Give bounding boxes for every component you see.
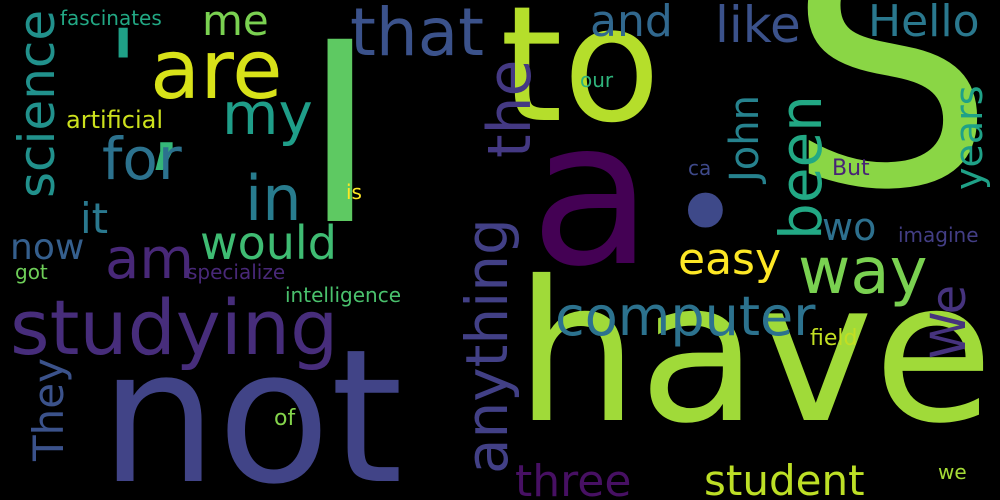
word-hello: Hello (868, 0, 980, 47)
word-got: got (15, 260, 48, 284)
word-way: way (798, 235, 928, 309)
word-for: for (102, 125, 182, 193)
word-three: three (515, 456, 632, 500)
word-studying: studying (10, 283, 339, 372)
word-and: and (590, 0, 673, 47)
word-my: my (222, 80, 313, 148)
word-but: But (832, 156, 870, 181)
word-artificial: artificial (66, 106, 164, 134)
word-is: is (346, 180, 362, 204)
word-it: it (80, 194, 109, 243)
word-specialize: specialize (187, 260, 286, 284)
word-are: are (150, 23, 283, 118)
word-the: the (475, 59, 545, 158)
word-our: our (580, 68, 614, 92)
word-am: am (105, 227, 194, 292)
word-we: we (938, 460, 967, 484)
word-have: have (515, 239, 994, 466)
word-dot: • (670, 145, 741, 284)
word-a: a (530, 78, 653, 311)
word-in: in (245, 162, 302, 235)
word-like: like (715, 0, 801, 54)
word-s: S (786, 0, 996, 262)
word-john: John (722, 95, 768, 182)
word-intelligence: intelligence (285, 283, 402, 307)
word-easy: easy (678, 234, 781, 285)
word-wo: wo (822, 205, 877, 249)
word-not: not (100, 309, 403, 500)
word-would: would (200, 216, 337, 270)
word-anything: anything (453, 218, 521, 474)
word-to: to (500, 0, 661, 158)
word-field: field (810, 326, 858, 351)
word-i: I (303, 0, 377, 280)
word-now: now (10, 227, 85, 268)
word-fascinates: fascinates (60, 6, 162, 30)
word-science: science (8, 9, 66, 198)
word-quote: ' (108, 6, 139, 134)
word-student: student (704, 456, 865, 500)
word-that: that (350, 0, 485, 71)
word-we_cap: We (921, 284, 977, 359)
word-of: of (274, 406, 296, 431)
word-computer: computer (555, 285, 816, 348)
word-imagine: imagine (898, 223, 979, 247)
word-years: years (947, 85, 991, 190)
word-ca: ca (688, 156, 712, 180)
word-apostrophe: ’ (145, 120, 184, 259)
word-they: They (24, 358, 73, 461)
word-me: me (202, 0, 269, 45)
